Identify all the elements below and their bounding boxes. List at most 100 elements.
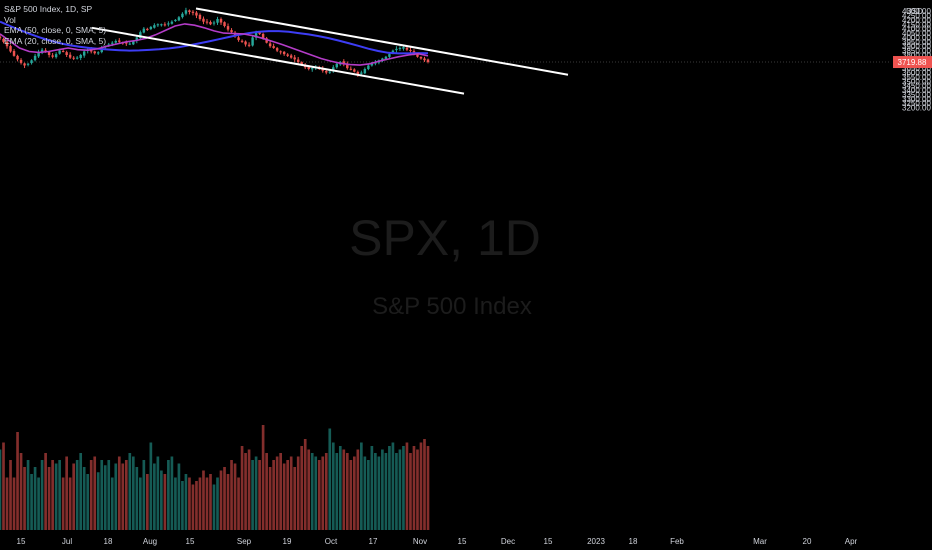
x-tick-label: 2023: [587, 537, 605, 546]
candle-body: [293, 57, 296, 60]
volume-bar: [19, 453, 23, 530]
volume-bar: [244, 453, 247, 530]
x-tick-label: Feb: [670, 537, 684, 546]
volume-bar: [314, 456, 318, 530]
volume-bar: [265, 453, 268, 530]
volume-bar: [363, 456, 367, 530]
candle-body: [405, 47, 409, 50]
volume-bar: [247, 449, 251, 530]
candle-body: [251, 37, 254, 46]
volume-bar: [93, 456, 97, 530]
volume-bar: [160, 470, 163, 530]
ema50-line: [0, 20, 429, 55]
volume-bar: [335, 453, 339, 530]
x-tick-label: 18: [104, 537, 113, 546]
volume-bar: [54, 463, 58, 530]
volume-bar: [100, 460, 104, 530]
candle-body: [191, 11, 195, 13]
volume-bar: [65, 456, 68, 530]
y-tick-label: 3600.00: [902, 69, 931, 78]
candle-body: [219, 19, 223, 23]
volume-bar: [310, 453, 314, 530]
volume-bar: [37, 477, 40, 530]
volume-bar: [184, 474, 188, 530]
candle-body: [325, 71, 328, 73]
candle-body: [118, 40, 121, 42]
candle-body: [79, 54, 82, 58]
volume-bar: [324, 453, 328, 530]
volume-bar: [300, 446, 304, 530]
volume-bar: [395, 453, 398, 530]
candle-body: [254, 32, 258, 38]
volume-bar: [170, 456, 174, 530]
candle-body: [132, 40, 135, 45]
volume-bar: [251, 460, 254, 530]
candle-body: [223, 22, 226, 27]
candle-body: [44, 50, 47, 52]
volume-bar: [331, 442, 335, 530]
candle-body: [111, 42, 114, 44]
volume-bar: [289, 456, 293, 530]
candle-body: [240, 40, 244, 42]
x-tick-label: Sep: [237, 537, 252, 546]
y-tick-label: 3650.00: [902, 64, 931, 73]
symbol-title[interactable]: S&P 500 Index, 1D, SP: [4, 4, 93, 14]
volume-bar: [402, 446, 405, 530]
volume-bar: [124, 460, 128, 530]
candle-body: [275, 48, 279, 51]
candle-body: [40, 49, 44, 53]
candle-body: [97, 52, 100, 54]
candle-body: [177, 17, 181, 21]
candle-body: [12, 51, 16, 56]
volume-bar: [5, 477, 9, 530]
volume-bar: [384, 453, 388, 530]
candle-body: [167, 23, 170, 25]
candle-body: [279, 51, 282, 53]
candle-body: [363, 69, 367, 74]
candle-body: [125, 42, 128, 44]
candle-body: [114, 40, 117, 43]
y-tick-label: 3250.00: [902, 99, 931, 108]
volume-bar: [114, 463, 118, 530]
volume-bar: [61, 477, 65, 530]
volume-bar: [146, 474, 149, 530]
volume-bar: [205, 477, 209, 530]
volume-bar: [360, 442, 363, 530]
candle-body: [205, 21, 209, 23]
candle-body: [202, 18, 205, 22]
volume-bar: [68, 477, 72, 530]
candle-body: [181, 13, 184, 18]
candle-body: [198, 14, 202, 20]
volume-label[interactable]: Vol: [4, 14, 16, 25]
volume-bar: [135, 467, 139, 530]
volume-bar: [416, 449, 419, 530]
y-tick-label: 3500.00: [902, 77, 931, 86]
y-tick-label: 3300.00: [902, 95, 931, 104]
candle-body: [426, 59, 430, 63]
candle-body: [391, 50, 395, 54]
ema50-label[interactable]: EMA (50, close, 0, SMA, 5): [4, 25, 107, 35]
volume-bar: [226, 474, 230, 530]
candle-body: [381, 58, 384, 61]
x-tick-label: 20: [803, 537, 812, 546]
candle-body: [184, 10, 188, 14]
candle-body: [23, 63, 26, 66]
volume-bar: [2, 442, 5, 530]
candle-body: [82, 51, 86, 56]
candle-body: [349, 68, 353, 70]
candle-body: [2, 38, 5, 42]
candle-body: [135, 37, 139, 41]
volume-bar: [181, 481, 184, 530]
candle-body: [142, 28, 146, 33]
ema20-label[interactable]: EMA (20, close, 0, SMA, 5): [4, 35, 107, 46]
candle-body: [282, 51, 286, 55]
volume-bar: [163, 474, 167, 530]
candle-body: [226, 26, 230, 30]
volume-bar: [296, 456, 300, 530]
volume-bar: [195, 481, 198, 530]
volume-bar: [342, 449, 346, 530]
volume-bar: [33, 467, 37, 530]
volume-bar: [328, 428, 332, 530]
volume-bar: [209, 474, 212, 530]
